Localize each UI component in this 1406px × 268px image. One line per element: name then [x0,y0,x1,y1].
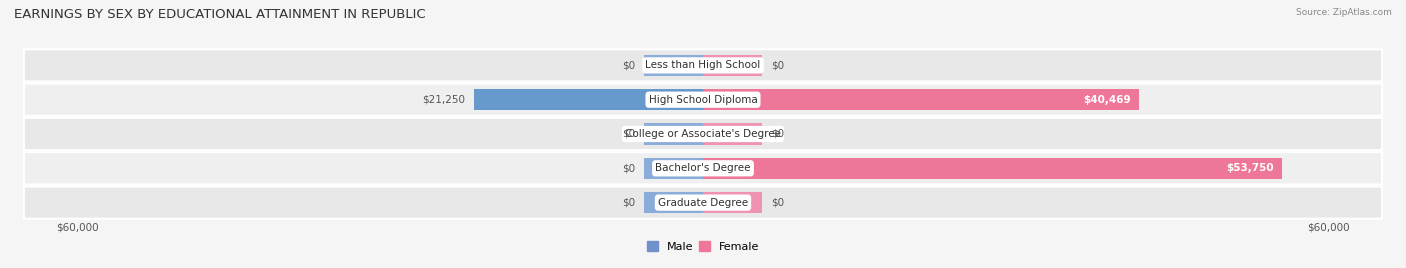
Text: $40,469: $40,469 [1083,95,1130,105]
Bar [644,55,703,76]
Text: EARNINGS BY SEX BY EDUCATIONAL ATTAINMENT IN REPUBLIC: EARNINGS BY SEX BY EDUCATIONAL ATTAINMEN… [14,8,426,21]
Text: $0: $0 [621,129,636,139]
Bar [644,123,703,145]
Bar [644,158,703,179]
Legend: Male, Female: Male, Female [647,241,759,252]
Text: Source: ZipAtlas.com: Source: ZipAtlas.com [1296,8,1392,17]
Text: $0: $0 [770,129,785,139]
Bar [703,158,1282,179]
Bar [703,192,762,213]
FancyBboxPatch shape [24,187,1382,219]
Bar [703,89,1139,110]
Bar [644,192,703,213]
FancyBboxPatch shape [24,118,1382,150]
Text: $0: $0 [770,198,785,208]
Text: College or Associate's Degree: College or Associate's Degree [626,129,780,139]
Text: $21,250: $21,250 [422,95,465,105]
Text: Graduate Degree: Graduate Degree [658,198,748,208]
Text: Less than High School: Less than High School [645,60,761,70]
Text: $0: $0 [621,163,636,173]
Bar [703,123,762,145]
Text: High School Diploma: High School Diploma [648,95,758,105]
Text: $0: $0 [621,60,636,70]
Bar [474,89,703,110]
Bar [703,55,762,76]
FancyBboxPatch shape [24,49,1382,81]
FancyBboxPatch shape [24,84,1382,116]
FancyBboxPatch shape [24,152,1382,184]
Text: $0: $0 [621,198,636,208]
Text: $53,750: $53,750 [1226,163,1274,173]
Text: Bachelor's Degree: Bachelor's Degree [655,163,751,173]
Text: $0: $0 [770,60,785,70]
Text: $60,000: $60,000 [1308,222,1350,233]
Text: $60,000: $60,000 [56,222,98,233]
